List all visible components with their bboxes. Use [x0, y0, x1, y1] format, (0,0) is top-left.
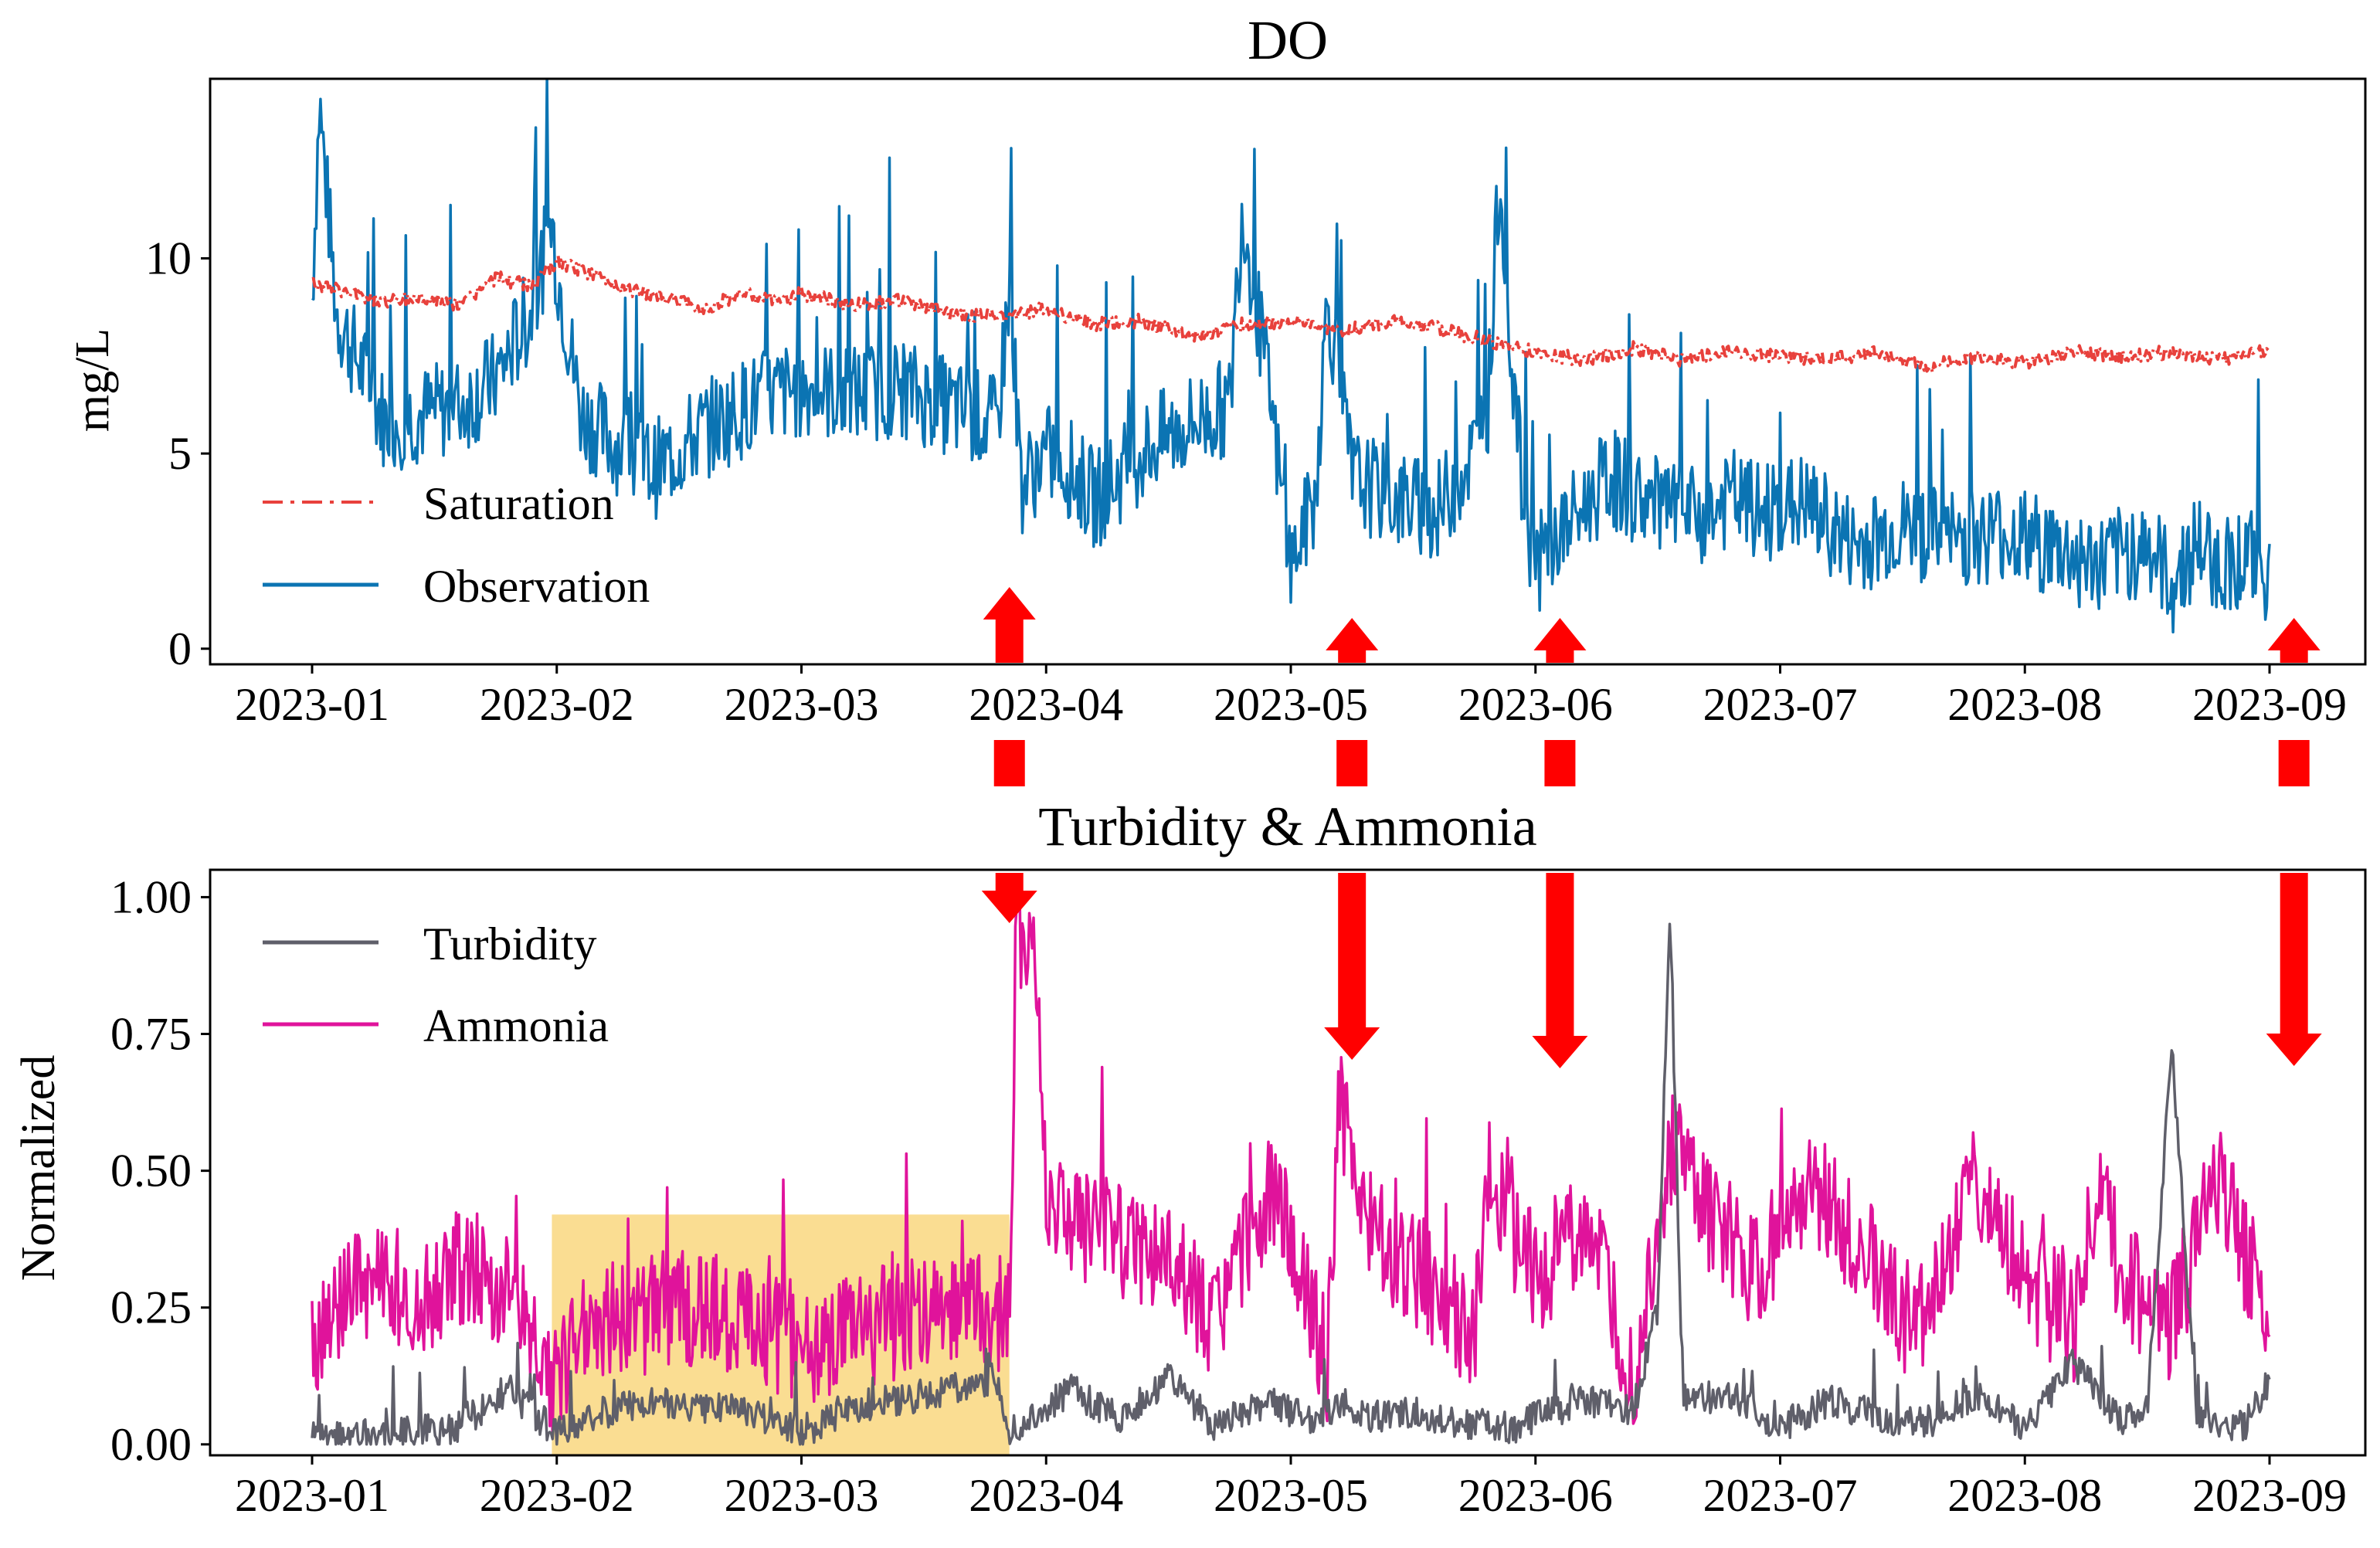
do-x-ticks: 2023-01 2023-02 2023-03 2023-04 2023-05 2023-…: [235, 664, 2347, 730]
down-arrow: [2266, 873, 2322, 1066]
legend-observation-label: Observation: [423, 561, 650, 612]
ta-panel: Turbidity & Ammonia 0.00 0.25 0.50 0.75 1.00…: [12, 796, 2367, 1521]
ta-plot-area: [311, 884, 2271, 1455]
down-arrow: [981, 873, 1037, 923]
x-tick-label: 2023-04: [969, 1470, 1123, 1521]
ta-axes-frame: [209, 868, 2367, 1457]
x-tick-label: 2023-05: [1214, 1470, 1368, 1521]
arrow-link-dash: [993, 740, 1025, 786]
y-tick-label: 0.75: [110, 1009, 192, 1060]
down-arrow: [1532, 873, 1588, 1068]
x-tick-label: 2023-06: [1458, 679, 1613, 730]
y-tick-label: 0.50: [110, 1146, 192, 1197]
up-arrow: [1533, 618, 1587, 663]
arrow-link-dash: [1336, 740, 1368, 786]
up-arrow: [1326, 618, 1379, 663]
x-tick-label: 2023-03: [725, 1470, 879, 1521]
x-tick-label: 2023-03: [725, 679, 879, 730]
x-tick-label: 2023-08: [1947, 1470, 2102, 1521]
ta-x-ticks: 2023-01 2023-02 2023-03 2023-04 2023-05 2023-…: [235, 1455, 2347, 1521]
do-plot-area: [311, 78, 2271, 634]
y-tick-label: 5: [168, 428, 192, 479]
x-tick-label: 2023-05: [1214, 679, 1368, 730]
legend-turbidity-label: Turbidity: [423, 918, 597, 969]
series-observation: [311, 78, 2271, 634]
series-saturation: [311, 254, 2271, 375]
down-arrow: [1324, 873, 1380, 1060]
do-y-axis-label: mg/L: [66, 328, 119, 432]
do-title: DO: [1248, 9, 1328, 71]
x-tick-label: 2023-07: [1703, 1470, 1858, 1521]
legend-ammonia-label: Ammonia: [423, 1000, 609, 1051]
y-tick-label: 0.00: [110, 1419, 192, 1470]
ta-y-axis-label: Normalized: [12, 1055, 65, 1282]
do-legend: Saturation Observation: [263, 478, 650, 612]
x-tick-label: 2023-01: [235, 1470, 389, 1521]
y-tick-label: 10: [145, 233, 192, 283]
series-ammonia: [311, 884, 2271, 1436]
ta-legend: Turbidity Ammonia: [263, 918, 609, 1051]
x-tick-label: 2023-01: [235, 679, 389, 730]
x-tick-label: 2023-08: [1947, 679, 2102, 730]
do-axes-frame: [209, 77, 2367, 666]
y-tick-label: 1.00: [110, 871, 192, 922]
series-turbidity: [311, 922, 2271, 1446]
x-tick-label: 2023-09: [2192, 1470, 2347, 1521]
x-tick-label: 2023-09: [2192, 679, 2347, 730]
do-y-ticks: 0 5 10: [145, 233, 210, 674]
x-tick-label: 2023-02: [480, 1470, 634, 1521]
event-arrows: [981, 587, 2322, 1068]
arrow-link-dash: [1544, 740, 1576, 786]
x-tick-label: 2023-06: [1458, 1470, 1613, 1521]
y-tick-label: 0.25: [110, 1282, 192, 1333]
up-arrow: [983, 587, 1036, 663]
x-tick-label: 2023-02: [480, 679, 634, 730]
arrow-link-dash: [2278, 740, 2310, 786]
up-arrow: [2267, 618, 2321, 663]
ta-title: Turbidity & Ammonia: [1038, 796, 1536, 857]
x-tick-label: 2023-04: [969, 679, 1123, 730]
y-tick-label: 0: [168, 623, 192, 674]
legend-saturation-label: Saturation: [423, 478, 614, 529]
x-tick-label: 2023-07: [1703, 679, 1858, 730]
ta-y-ticks: 0.00 0.25 0.50 0.75 1.00: [110, 871, 210, 1470]
